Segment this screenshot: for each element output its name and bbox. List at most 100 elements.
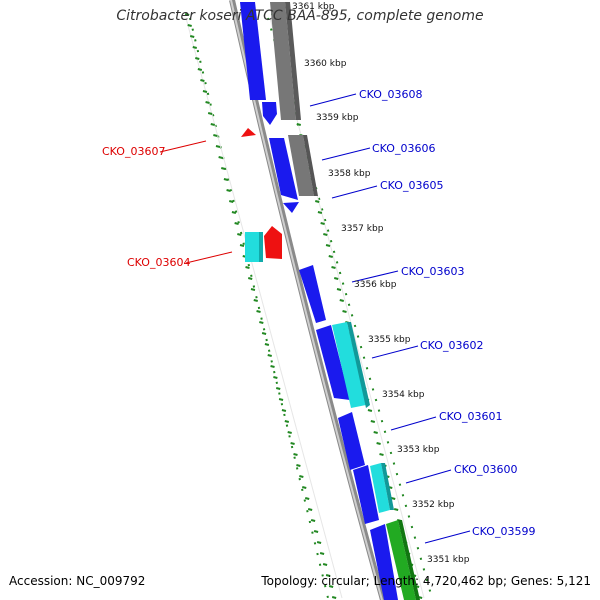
gene-label[interactable]: CKO_03604 <box>127 256 190 269</box>
tick-mark <box>197 68 203 71</box>
blue-gene-segment <box>316 325 350 400</box>
tick-mark <box>331 266 336 269</box>
left-border-line <box>185 17 343 599</box>
label-leader-line <box>185 251 233 264</box>
tick-mark <box>221 167 226 170</box>
tick-mark <box>296 123 301 126</box>
tick-mark <box>187 24 192 27</box>
tick-mark <box>231 211 237 214</box>
tick-mark <box>184 13 190 16</box>
gene-label[interactable]: CKO_03601 <box>439 410 502 423</box>
tick-mark <box>273 376 278 379</box>
blue-gene-segment <box>338 412 365 470</box>
tick-mark <box>287 431 292 434</box>
label-leader-line <box>159 140 207 153</box>
tick-mark <box>307 508 313 511</box>
genome-info-text: Topology: circular; Length: 4,720,462 bp… <box>261 574 591 588</box>
gray-gene-segment <box>288 135 318 196</box>
label-leader-line <box>321 147 371 161</box>
tick-mark <box>310 519 316 522</box>
tick-mark <box>370 420 376 423</box>
tick-mark <box>317 211 323 214</box>
kbp-marker: 3353 kbp <box>397 445 440 455</box>
tick-mark <box>192 46 197 49</box>
gene-label[interactable]: CKO_03608 <box>359 88 422 101</box>
blue-gene-segment <box>269 138 298 200</box>
tick-mark <box>339 299 344 302</box>
tick-mark <box>296 464 301 467</box>
tick-mark <box>315 200 320 203</box>
blue-gene-arrow <box>283 202 299 213</box>
blue-gene-segment <box>370 524 398 600</box>
left-guide-line <box>189 17 329 599</box>
gene-label[interactable]: CKO_03600 <box>454 463 517 476</box>
blue-gene-segment <box>299 265 326 323</box>
tick-mark <box>226 189 231 192</box>
tick-mark <box>213 134 218 137</box>
kbp-marker: 3355 kbp <box>368 335 411 345</box>
tick-mark <box>373 431 378 434</box>
gray-gene-segment <box>270 2 301 120</box>
kbp-marker: 3357 kbp <box>341 224 384 234</box>
tick-mark <box>229 200 234 203</box>
tick-mark <box>247 277 253 280</box>
label-leader-line <box>331 185 378 199</box>
tick-mark <box>379 453 384 456</box>
tick-mark <box>325 244 331 247</box>
label-leader-line <box>351 270 399 283</box>
gene-label[interactable]: CKO_03607 <box>102 145 165 158</box>
label-leader-line <box>390 416 437 431</box>
gene-label[interactable]: CKO_03599 <box>472 525 535 538</box>
tick-mark <box>322 563 328 566</box>
tick-mark <box>195 57 200 60</box>
kbp-marker: 3358 kbp <box>328 169 371 179</box>
tick-mark <box>223 178 229 181</box>
tick-mark <box>293 453 298 456</box>
label-leader-line <box>424 530 471 544</box>
tick-mark <box>313 530 319 533</box>
green-gene-segment <box>386 520 420 600</box>
gene-label[interactable]: CKO_03603 <box>401 265 464 278</box>
tick-mark <box>200 79 205 82</box>
tick-mark <box>237 233 242 236</box>
tick-marks-left <box>184 13 337 599</box>
tick-mark <box>376 442 381 445</box>
genome-title: Citrobacter koseri ATCC BAA-895, complet… <box>116 8 484 24</box>
tick-mark <box>342 310 347 313</box>
tick-mark <box>284 420 290 423</box>
tick-mark <box>245 266 250 269</box>
tick-mark <box>253 299 258 302</box>
cyan-gene-segment <box>332 322 370 408</box>
tick-mark <box>316 541 322 544</box>
kbp-marker: 3361 kbp <box>292 2 335 12</box>
kbp-marker: 3352 kbp <box>412 500 455 510</box>
tick-mark <box>328 255 333 258</box>
tick-mark <box>250 288 256 291</box>
tick-mark <box>239 244 245 247</box>
red-gene-arrow <box>264 226 282 259</box>
tick-mark <box>189 35 195 38</box>
tick-mark <box>304 497 310 500</box>
tick-mark <box>319 552 325 555</box>
tick-mark <box>333 277 339 280</box>
tick-mark <box>207 112 213 115</box>
tick-mark <box>299 475 304 478</box>
blue-gene-segment <box>240 2 266 100</box>
kbp-marker: 3360 kbp <box>304 59 347 69</box>
gene-label[interactable]: CKO_03606 <box>372 142 435 155</box>
tick-mark <box>278 398 284 401</box>
tick-mark <box>270 365 275 368</box>
gene-label[interactable]: CKO_03605 <box>380 179 443 192</box>
tick-mark <box>234 222 239 225</box>
cyan-gene-segment <box>245 232 263 262</box>
tick-mark <box>202 90 208 93</box>
tick-mark <box>281 409 287 412</box>
kbp-marker: 3354 kbp <box>382 390 425 400</box>
tick-mark <box>259 321 264 324</box>
gene-label[interactable]: CKO_03602 <box>420 339 483 352</box>
tick-mark <box>261 332 267 335</box>
tick-mark <box>267 354 272 357</box>
tick-mark <box>275 387 281 390</box>
tick-mark <box>256 310 261 313</box>
